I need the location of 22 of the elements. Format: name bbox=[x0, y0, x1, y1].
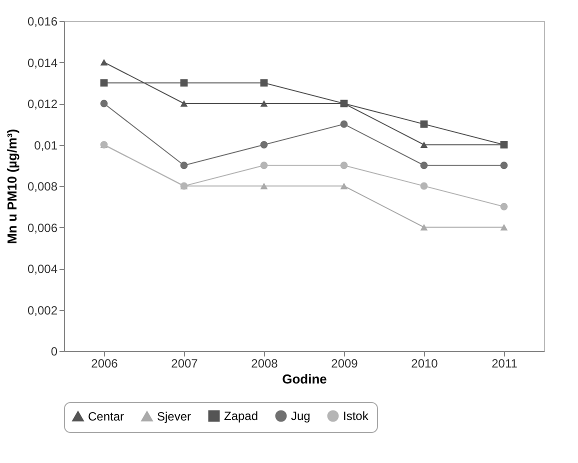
y-tick-label: 0,006 bbox=[27, 220, 58, 235]
y-tick-label: 0 bbox=[50, 344, 58, 358]
x-tick-label: 2008 bbox=[251, 356, 278, 370]
x-tick-label: 2007 bbox=[171, 356, 198, 370]
y-tick-label: 0,016 bbox=[27, 14, 58, 28]
y-axis-title: Mn u PM10 (µg/m³) bbox=[4, 128, 20, 244]
x-tick-label: 2009 bbox=[331, 356, 358, 370]
legend-label: Centar bbox=[88, 409, 124, 424]
legend-label: Zapad bbox=[224, 409, 258, 423]
x-axis-title: Godine bbox=[282, 372, 327, 386]
y-tick-label: 0,014 bbox=[27, 56, 58, 70]
legend-label: Jug bbox=[291, 409, 310, 423]
y-tick-label: 0,002 bbox=[27, 303, 58, 318]
y-tick-label: 0,012 bbox=[27, 97, 58, 111]
y-tick-label: 0,008 bbox=[27, 180, 58, 194]
x-tick-label: 2011 bbox=[492, 356, 518, 370]
x-tick-label: 2006 bbox=[91, 356, 118, 370]
y-tick-label: 0,004 bbox=[27, 262, 58, 276]
legend-label: Istok bbox=[343, 409, 370, 423]
y-tick-label: 0,01 bbox=[34, 138, 58, 152]
x-tick-label: 2010 bbox=[411, 356, 438, 370]
legend-label: Sjever bbox=[157, 409, 192, 424]
